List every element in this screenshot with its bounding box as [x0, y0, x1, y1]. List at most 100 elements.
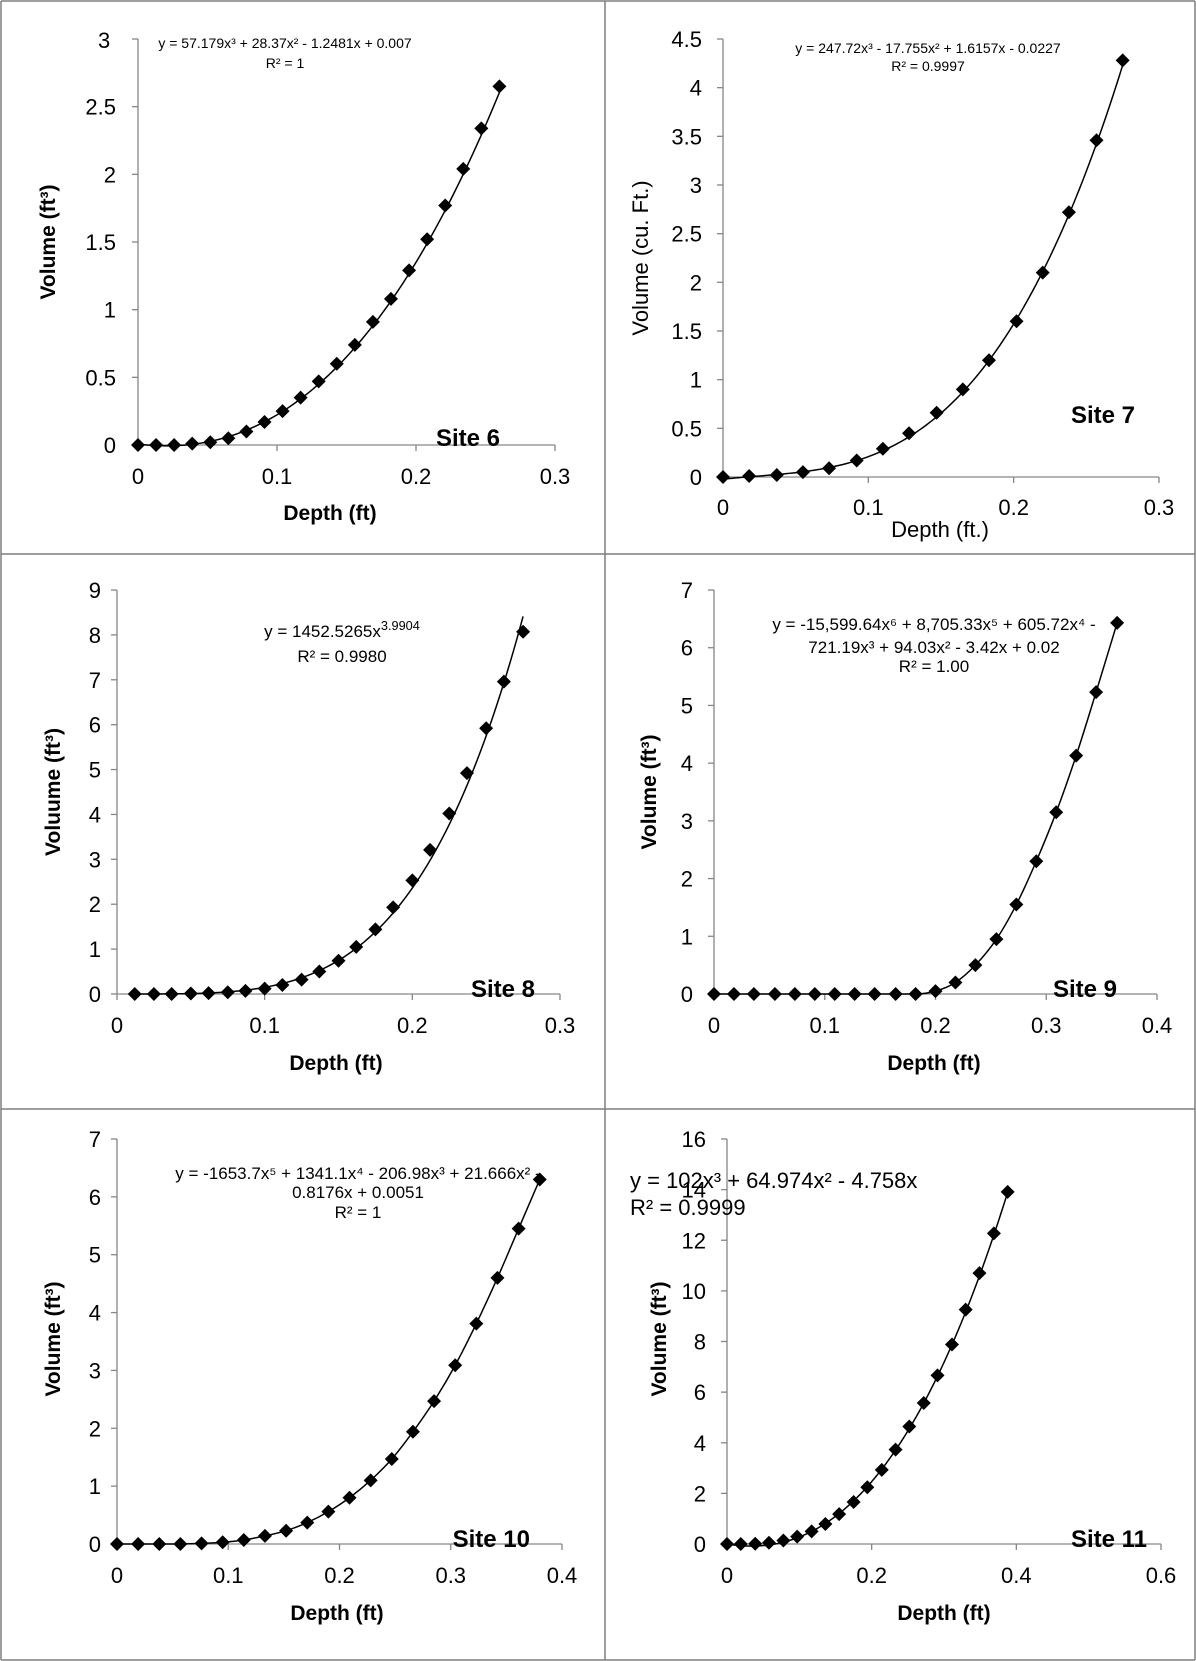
- site9-y-tick-label: 2: [681, 867, 693, 892]
- site9-y-axis-title: Volume (ft³): [638, 734, 661, 849]
- site8-data-point: [405, 873, 420, 888]
- site6-y-axis-title: Volume (ft³): [37, 184, 60, 299]
- site9-x-axis-title: Depth (ft): [887, 1052, 980, 1075]
- site6-trendline: [137, 92, 501, 447]
- site9-y-tick-label: 4: [681, 751, 693, 776]
- site7-y-tick-label: 1.5: [671, 319, 702, 344]
- site9-data-point: [726, 987, 741, 1001]
- site7-site-label: Site 7: [1071, 402, 1135, 429]
- site10-data-point: [405, 1424, 420, 1439]
- site11-x-tick-label: 0.2: [856, 1563, 887, 1588]
- site11-data-point: [902, 1419, 917, 1434]
- site6-data-point: [329, 356, 344, 371]
- site7-x-tick-label: 0.3: [1144, 495, 1175, 520]
- site11-data-point: [846, 1494, 861, 1509]
- site7-x-tick-label: 0.2: [998, 495, 1029, 520]
- site8-data-point: [183, 986, 198, 1001]
- site11-data-point: [761, 1535, 776, 1550]
- site7-data-point: [1089, 133, 1104, 148]
- site6-y-tick-label: 1: [104, 298, 116, 323]
- site11-data-point: [818, 1517, 833, 1532]
- site9-y-tick-label: 1: [681, 924, 693, 949]
- site11-equation-line: R² = 0.9999: [630, 1195, 746, 1220]
- site8-data-point: [459, 766, 474, 781]
- site8-y-tick-label: 7: [89, 668, 101, 693]
- site6-data-point: [239, 424, 254, 439]
- site8-equation-line: R² = 0.9980: [297, 647, 386, 666]
- site8-data-point: [275, 978, 290, 993]
- site11-y-tick-label: 6: [694, 1380, 706, 1405]
- site8-data-point: [496, 674, 511, 689]
- site10-data-point: [236, 1532, 251, 1547]
- site10-data-point: [342, 1490, 357, 1505]
- site6-data-point: [492, 79, 507, 94]
- site6-data-point: [185, 436, 200, 451]
- site11-data-point: [1000, 1184, 1015, 1199]
- site8-data-point: [442, 806, 457, 821]
- site6-data-point: [311, 374, 326, 389]
- site7-data-point: [795, 465, 810, 480]
- site7-data-point: [822, 461, 837, 476]
- site10-site-label: Site 10: [453, 1526, 530, 1553]
- site10-data-point: [257, 1528, 272, 1543]
- site6-x-axis-title: Depth (ft): [283, 502, 376, 525]
- site9-data-point: [707, 987, 721, 1001]
- site9-data-point: [807, 987, 822, 1001]
- site6-data-point: [474, 121, 489, 136]
- site8-data-point: [127, 987, 142, 1001]
- site11-x-axis-title: Depth (ft): [897, 1602, 990, 1625]
- site10-trendline: [117, 1179, 541, 1545]
- site7-y-tick-label: 2: [690, 270, 702, 295]
- site7-equation-line: R² = 0.9997: [891, 58, 965, 74]
- site7-data-point: [875, 441, 890, 456]
- site11-data-point: [776, 1533, 791, 1548]
- site6-data-point: [438, 198, 453, 213]
- site10-x-tick-label: 0.3: [435, 1563, 466, 1588]
- site6-y-tick-label: 0: [104, 433, 116, 458]
- site8-data-point: [294, 972, 309, 987]
- site11-x-tick-label: 0: [721, 1563, 733, 1588]
- site9-data-point: [1089, 685, 1104, 700]
- site8-trendline: [134, 616, 524, 995]
- site9-data-point: [1049, 805, 1064, 820]
- site10-data-point: [532, 1172, 547, 1187]
- site6-y-tick-label: 3: [98, 28, 110, 53]
- site11-y-tick-label: 16: [682, 1127, 706, 1152]
- site10-equation-line: R² = 1: [335, 1203, 382, 1222]
- site10-equation-line: 0.8176x + 0.0051: [292, 1183, 424, 1202]
- site9-data-point: [827, 987, 842, 1001]
- site7-data-point: [929, 405, 944, 420]
- site9-x-tick-label: 0.1: [809, 1013, 840, 1038]
- site6-data-point: [383, 291, 398, 306]
- site6-site-label: Site 6: [436, 425, 500, 452]
- site10-y-tick-label: 3: [89, 1358, 101, 1383]
- site8-y-tick-label: 8: [89, 623, 101, 648]
- site10-x-tick-label: 0.4: [547, 1563, 578, 1588]
- site9-data-point: [908, 987, 923, 1001]
- site6-data-point: [203, 435, 218, 450]
- site7-data-point: [981, 353, 996, 368]
- site7-x-axis-title: Depth (ft.): [891, 517, 989, 542]
- site10-data-point: [173, 1537, 188, 1551]
- site9-equation-line: R² = 1.00: [899, 657, 969, 676]
- site6-data-point: [347, 337, 362, 352]
- site7-equation-line: y = 247.72x³ - 17.755x² + 1.6157x - 0.02…: [795, 40, 1061, 56]
- site11-y-axis-title: Volume (ft³): [648, 1281, 671, 1396]
- site8-y-tick-label: 0: [89, 982, 101, 1007]
- site7-trendline: [722, 64, 1124, 480]
- site7-y-axis-title: Volume (cu. Ft.): [628, 180, 653, 335]
- site6-data-point: [257, 414, 272, 429]
- site6-data-point: [149, 438, 164, 452]
- site8-data-point: [312, 964, 327, 979]
- site9-data-point: [1009, 897, 1024, 912]
- site10-y-tick-label: 1: [89, 1474, 101, 1499]
- site11-data-point: [804, 1524, 819, 1539]
- site11-data-point: [944, 1337, 959, 1352]
- site9-x-tick-label: 0.4: [1142, 1013, 1173, 1038]
- site6-x-tick-label: 0: [132, 464, 144, 489]
- site7-data-point: [1115, 53, 1130, 68]
- site8-y-tick-label: 4: [89, 802, 101, 827]
- site9-data-point: [1029, 854, 1044, 869]
- site7-x-tick-label: 0: [717, 495, 729, 520]
